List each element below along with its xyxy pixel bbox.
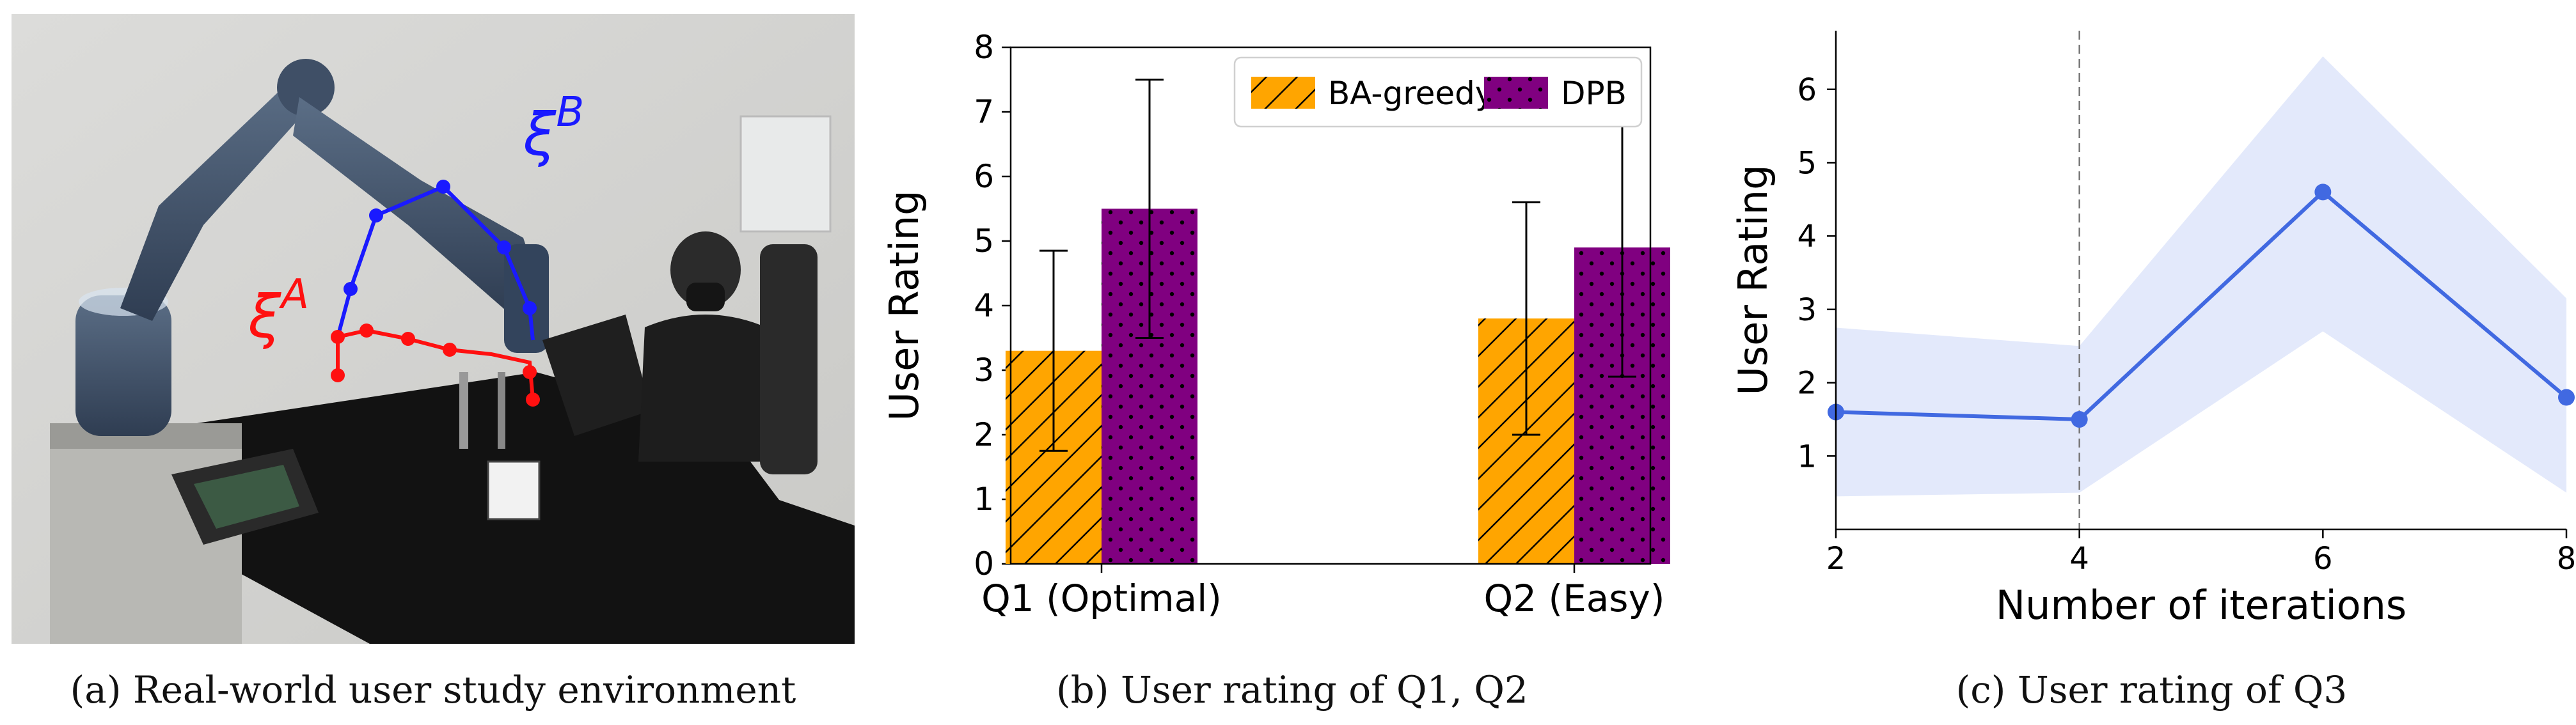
trajectory-a-point: [360, 324, 374, 338]
user-study-photo: ξA ξB: [12, 14, 855, 644]
trajectory-a-label: ξA: [248, 271, 309, 351]
trajectory-a-point: [331, 330, 345, 344]
confidence-band: [1836, 56, 2566, 497]
line-chart-q3: 1 2 3 4 5 6 2 4 6 8 Number of iterations User Ratin…: [1730, 31, 2576, 628]
x-tick-label: 8: [2557, 541, 2576, 577]
y-tick-label: 6: [974, 158, 994, 195]
x-axis-label: Number of iterations: [1996, 582, 2406, 628]
data-point: [2314, 183, 2332, 201]
trajectory-a-point: [331, 368, 345, 382]
robot-upper-arm: [120, 78, 319, 321]
legend-label-ba-greedy: BA-greedy: [1328, 75, 1494, 112]
y-tick-label: 4: [1797, 219, 1817, 254]
x-tick-label: 4: [2069, 541, 2089, 577]
y-tick-label: 8: [974, 29, 994, 66]
y-tick-label: 1: [1797, 439, 1817, 474]
y-tick-label: 6: [1797, 72, 1817, 108]
y-tick-label: 5: [974, 222, 994, 260]
trajectory-b-point: [497, 240, 511, 254]
y-tick-label: 4: [974, 287, 994, 324]
x-tick-label: Q1 (Optimal): [981, 577, 1222, 620]
y-tick-label: 7: [974, 93, 994, 130]
y-tick-label: 2: [1797, 366, 1817, 401]
y-tick-label: 5: [1797, 145, 1817, 181]
rating-line: [1835, 189, 2568, 421]
trajectory-b-point: [369, 208, 383, 222]
robot-elbow: [277, 59, 335, 116]
robot-forearm: [293, 97, 542, 315]
trajectory-a-point: [526, 393, 540, 407]
y-axis-label: User Rating: [1730, 165, 1776, 396]
person-mask: [686, 283, 725, 311]
trajectory-b-points: [344, 180, 537, 315]
legend: BA-greedy DPB: [1233, 56, 1643, 128]
trajectory-a-point: [523, 365, 537, 379]
legend-swatch-ba-greedy: [1251, 77, 1315, 109]
x-tick-label: Q2 (Easy): [1484, 577, 1665, 620]
x-tick-label: 6: [2313, 541, 2333, 577]
plot-frame: [1009, 46, 1652, 565]
laptop: [542, 315, 651, 436]
trajectory-b-point: [523, 301, 537, 315]
caption-b: (b) User rating of Q1, Q2: [1056, 668, 1528, 712]
legend-box: [1233, 56, 1643, 128]
y-tick-label: 3: [974, 352, 994, 389]
caption-c: (c) User rating of Q3: [1956, 668, 2348, 712]
glass: [459, 372, 468, 449]
y-tick-label: 0: [974, 545, 994, 582]
trajectory-a-point: [401, 332, 415, 346]
trajectory-b-point: [344, 282, 358, 296]
data-point: [2558, 389, 2575, 406]
photo-illustration: ξA ξB: [12, 14, 855, 644]
tablet-screen: [194, 465, 299, 529]
trajectory-a-points: [331, 324, 540, 407]
office-chair: [760, 244, 818, 474]
x-tick-label: 2: [1826, 541, 1846, 577]
trajectory-a-point: [443, 343, 457, 357]
trajectory-b-point: [436, 180, 450, 194]
bar-chart-q1-q2: 0 1 2 3 4 5 6 7 8 User Rating Q1 (Optimal) Q2 (Easy…: [881, 29, 1670, 620]
robot-base: [75, 295, 171, 436]
window: [739, 115, 832, 233]
legend-label-dpb: DPB: [1561, 75, 1627, 112]
legend-swatch-dpb: [1484, 77, 1548, 109]
y-axis-label: User Rating: [881, 191, 928, 421]
y-tick-label: 2: [974, 416, 994, 453]
caption-a: (a) Real-world user study environment: [70, 668, 796, 712]
data-point: [2071, 410, 2088, 428]
y-tick-label: 1: [974, 481, 994, 518]
trajectory-b-label: ξB: [523, 89, 584, 169]
y-tick-label: 3: [1797, 292, 1817, 328]
glass: [498, 372, 505, 449]
cube: [487, 460, 541, 520]
person-body: [638, 315, 786, 462]
